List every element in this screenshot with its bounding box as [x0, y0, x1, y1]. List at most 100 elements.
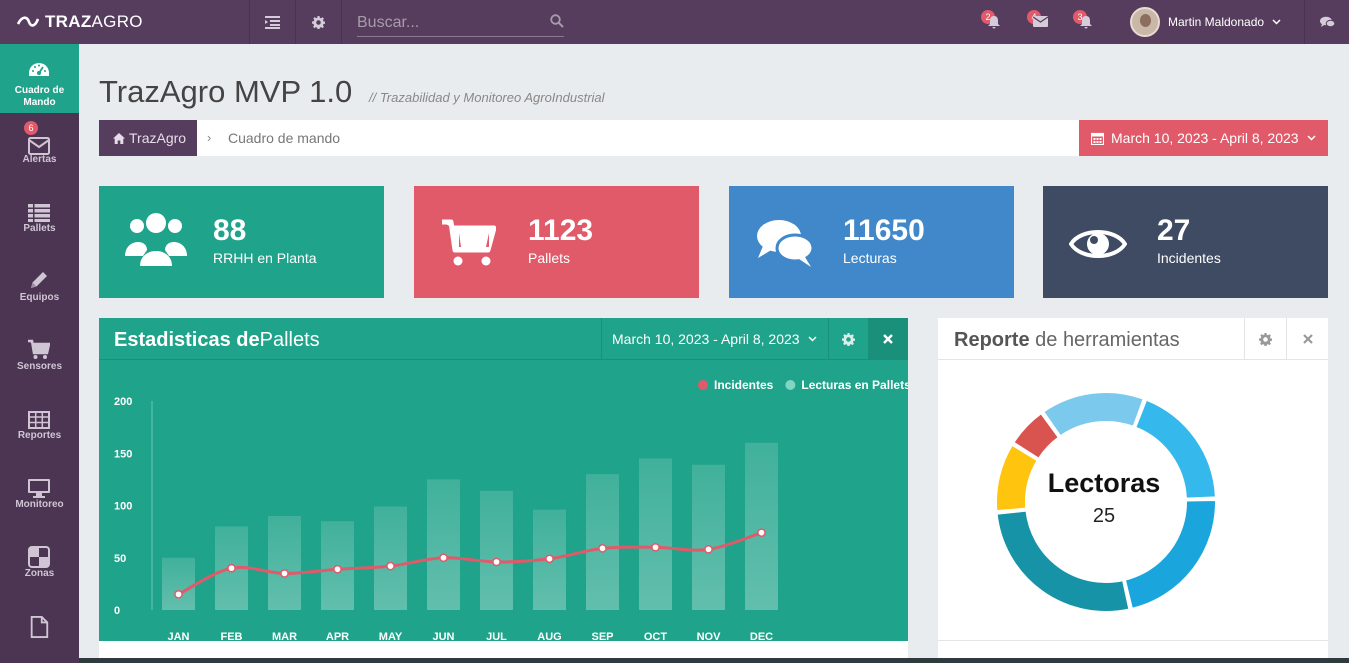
- x-tick-label: APR: [326, 631, 349, 641]
- bar-lecturas-may: [374, 506, 407, 610]
- user-menu[interactable]: Martin Maldonado: [1128, 0, 1304, 44]
- point-incidentes-apr: [333, 564, 342, 574]
- donut-slice-2[interactable]: [995, 509, 1131, 613]
- x-tick-label: DEC: [750, 631, 773, 641]
- report-close-button[interactable]: [1286, 318, 1328, 360]
- tile-incidentes[interactable]: 27 Incidentes: [1043, 186, 1328, 298]
- stats-panel-footer: [99, 641, 908, 663]
- tile-lecturas[interactable]: 11650 Lecturas: [729, 186, 1014, 298]
- sidebar-item-documentos[interactable]: [0, 596, 79, 663]
- x-tick-label: JUL: [486, 631, 507, 641]
- gear-icon: [1259, 332, 1272, 346]
- x-tick-label: AUG: [537, 631, 561, 641]
- bell-icon: [1080, 16, 1092, 29]
- sidebar-item-monitoreo[interactable]: Monitoreo: [0, 458, 79, 527]
- donut-slice-6[interactable]: [1133, 398, 1217, 500]
- dashboard-icon: [29, 63, 49, 76]
- brand-logo[interactable]: TRAZ AGRO: [0, 0, 249, 44]
- report-title-bold: Reporte: [954, 329, 1030, 351]
- tile-label: Lecturas: [843, 250, 897, 266]
- file-icon: [30, 616, 49, 638]
- y-tick-label: 50: [114, 553, 126, 565]
- sidebar-item-label: Reportes: [17, 430, 62, 441]
- donut-slice-5[interactable]: [1041, 391, 1146, 438]
- bar-lecturas-oct: [639, 458, 672, 610]
- point-incidentes-jun: [439, 553, 448, 563]
- bar-lecturas-dec: [745, 442, 778, 610]
- zones-icon: [28, 546, 50, 568]
- breadcrumb-home[interactable]: TrazAgro: [99, 120, 197, 156]
- tile-label: RRHH en Planta: [213, 250, 317, 266]
- sidebar-item-label: Pallets: [23, 223, 56, 234]
- stats-panel-header: Estadisticas dePallets March 10, 2023 - …: [99, 318, 908, 360]
- sidebar-item-label: Cuadro de: [14, 85, 65, 96]
- stats-panel: Estadisticas dePallets March 10, 2023 - …: [99, 318, 908, 641]
- report-divider: [938, 640, 1328, 641]
- chevron-down-icon: [808, 336, 817, 342]
- table-icon: [28, 411, 50, 429]
- gear-icon: [842, 332, 855, 346]
- point-incidentes-sep: [598, 543, 607, 553]
- toggle-sidebar-button[interactable]: [249, 0, 294, 44]
- date-range-picker[interactable]: March 10, 2023 - April 8, 2023: [1079, 120, 1328, 156]
- donut-slice-4[interactable]: [1012, 411, 1061, 461]
- sidebar-item-reportes[interactable]: Reportes: [0, 389, 79, 458]
- donut-slice-1[interactable]: [1123, 499, 1217, 611]
- sidebar-item-label: Alertas: [22, 154, 57, 165]
- x-tick-label: OCT: [644, 631, 668, 641]
- point-incidentes-nov: [704, 545, 713, 554]
- page-title: TrazAgro MVP 1.0: [99, 74, 353, 109]
- alerts-notification-button[interactable]: 2: [981, 10, 1007, 34]
- report-title-rest: de herramientas: [1029, 329, 1180, 351]
- search-input[interactable]: [357, 9, 564, 37]
- sidebar-item-equipos[interactable]: Equipos: [0, 251, 79, 320]
- sidebar-item-sensores[interactable]: Sensores: [0, 320, 79, 389]
- settings-button[interactable]: [295, 0, 340, 44]
- sidebar-item-dashboard[interactable]: Cuadro de Mando: [0, 44, 79, 113]
- point-incidentes-oct: [651, 542, 660, 552]
- breadcrumb: TrazAgro › Cuadro de mando March 10, 202…: [99, 120, 1328, 156]
- y-tick-label: 150: [114, 448, 132, 460]
- page-subtitle: // Trazabilidad y Monitoreo AgroIndustri…: [369, 90, 605, 105]
- x-tick-label: JAN: [167, 631, 189, 641]
- sidebar-item-pallets[interactable]: Pallets: [0, 182, 79, 251]
- chat-button[interactable]: [1304, 0, 1349, 44]
- x-tick-label: JUN: [432, 631, 454, 641]
- avatar: [1130, 7, 1160, 37]
- bar-lecturas-jan: [162, 557, 195, 610]
- point-incidentes-mar: [280, 569, 289, 578]
- report-settings-button[interactable]: [1244, 318, 1286, 360]
- sidebar-item-zonas[interactable]: Zonas: [0, 527, 79, 596]
- breadcrumb-current: Cuadro de mando: [228, 130, 341, 146]
- stats-settings-button[interactable]: [828, 318, 868, 360]
- bell-alert-icon: [988, 16, 1000, 29]
- breadcrumb-home-label: TrazAgro: [129, 130, 187, 146]
- breadcrumb-separator: ›: [207, 130, 212, 145]
- bar-lecturas-jul: [480, 490, 513, 610]
- stats-date-range-picker[interactable]: March 10, 2023 - April 8, 2023: [601, 318, 828, 360]
- sidebar-item-label: Monitoreo: [15, 499, 64, 510]
- brand-name-part1: TRAZ: [45, 12, 92, 31]
- brand-name-part2: AGRO: [91, 12, 143, 31]
- logo-icon: [17, 16, 39, 27]
- cart-icon: [442, 219, 496, 266]
- donut-slice-3[interactable]: [995, 443, 1040, 513]
- comments-icon: [757, 220, 815, 267]
- sidebar-item-alertas[interactable]: 6 Alertas: [0, 113, 79, 182]
- cart-icon: [28, 339, 50, 359]
- report-panel-title: Reporte de herramientas: [954, 329, 1180, 352]
- tile-label: Pallets: [528, 250, 571, 266]
- tile-pallets[interactable]: 1123 Pallets: [414, 186, 699, 298]
- bar-lecturas-jun: [427, 479, 460, 610]
- y-tick-label: 0: [114, 605, 120, 617]
- gear-icon: [311, 15, 325, 29]
- stats-close-button[interactable]: [868, 318, 908, 360]
- x-tick-label: NOV: [697, 631, 722, 641]
- pencil-icon: [31, 272, 47, 288]
- tile-value: 1123: [528, 214, 594, 247]
- tile-rrhh[interactable]: 88 RRHH en Planta: [99, 186, 384, 298]
- tools-donut-chart: [995, 391, 1217, 613]
- messages-notification-button[interactable]: 4: [1027, 10, 1053, 34]
- bell-notification-button[interactable]: 3: [1073, 10, 1099, 34]
- search-icon[interactable]: [550, 14, 564, 28]
